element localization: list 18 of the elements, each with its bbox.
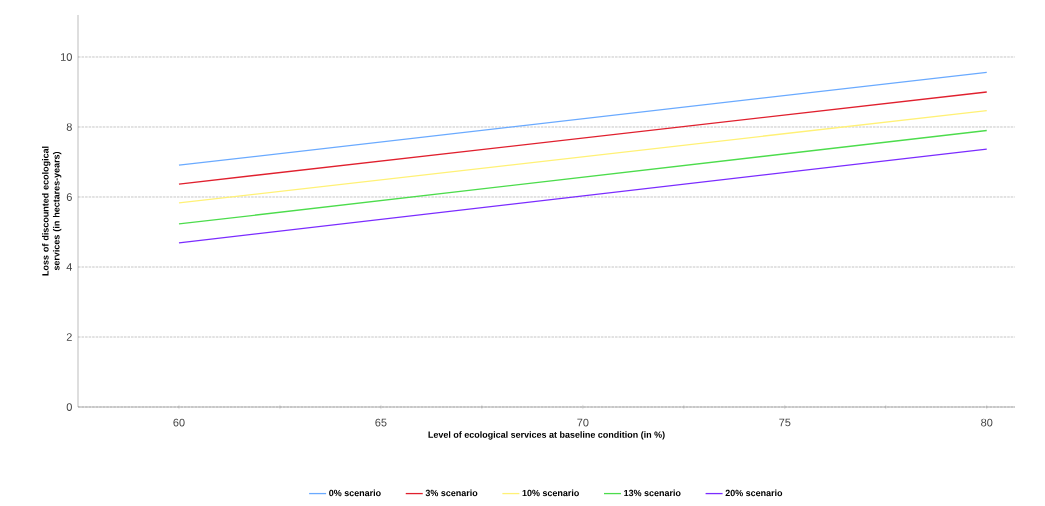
x-tick-label: 70 (577, 418, 589, 427)
legend-label: 13% scenario (624, 489, 681, 497)
legend-label: 10% scenario (522, 489, 579, 497)
x-tick-label: 65 (375, 418, 387, 427)
y-axis-title: Loss of discounted ecological services (in hectares-years) (42, 146, 62, 276)
legend-label: 3% scenario (425, 489, 478, 497)
y-tick-label: 4 (66, 263, 73, 271)
x-axis-title: Level of ecological services at baseline condition (in %) (428, 431, 665, 440)
legend-label: 0% scenario (329, 489, 381, 497)
y-tick-label: 10 (60, 53, 72, 61)
y-tick-label: 2 (66, 333, 72, 341)
x-tick-label: 75 (779, 418, 791, 427)
y-tick-label: 6 (66, 193, 72, 201)
y-tick-label: 0 (66, 403, 72, 411)
x-tick-label: 80 (981, 418, 993, 427)
legend-label: 20% scenario (725, 489, 783, 497)
y-tick-label: 8 (66, 123, 72, 131)
x-tick-label: 60 (173, 418, 185, 427)
